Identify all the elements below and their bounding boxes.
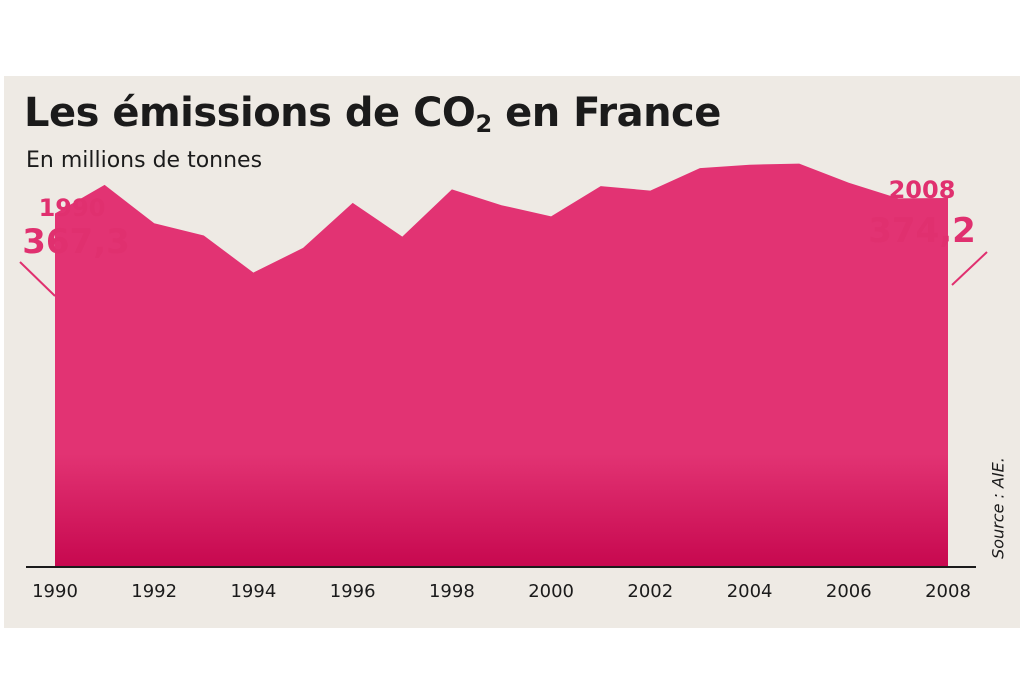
callout-leader-2008 xyxy=(951,251,988,286)
area-layer xyxy=(55,163,948,567)
chart-title: Les émissions de CO2 en France xyxy=(24,90,721,136)
x-tick-label-1996: 1996 xyxy=(330,581,376,602)
title-subscript: 2 xyxy=(475,110,492,138)
x-tick-label-2006: 2006 xyxy=(826,581,872,602)
x-tick-label-2000: 2000 xyxy=(528,581,574,602)
callout-year-1990: 1990 xyxy=(39,194,106,222)
source-note: Source : AIE. xyxy=(988,457,1008,559)
callout-value-1990: 367,3 xyxy=(22,222,130,262)
title-main: Les émissions de CO xyxy=(24,90,476,136)
callouts: 1990 367,3 2008 374,2 xyxy=(19,176,988,297)
x-tick-label-2002: 2002 xyxy=(627,581,673,602)
x-tick-label-2008: 2008 xyxy=(925,581,971,602)
x-axis-ticks: 1990 1992 1994 1996 1998 2000 2002 2004 2006 2008 xyxy=(32,581,971,602)
x-tick-label-1994: 1994 xyxy=(230,581,276,602)
callout-year-2008: 2008 xyxy=(889,176,956,204)
x-tick-label-1992: 1992 xyxy=(131,581,177,602)
chart-subtitle: En millions de tonnes xyxy=(26,148,263,173)
title-end: en France xyxy=(491,90,721,136)
callout-value-2008: 374,2 xyxy=(868,211,976,251)
x-tick-label-2004: 2004 xyxy=(727,581,773,602)
x-tick-label-1990: 1990 xyxy=(32,581,78,602)
x-tick-label-1998: 1998 xyxy=(429,581,475,602)
emissions-area xyxy=(55,163,948,567)
callout-leader-1990 xyxy=(19,261,56,297)
